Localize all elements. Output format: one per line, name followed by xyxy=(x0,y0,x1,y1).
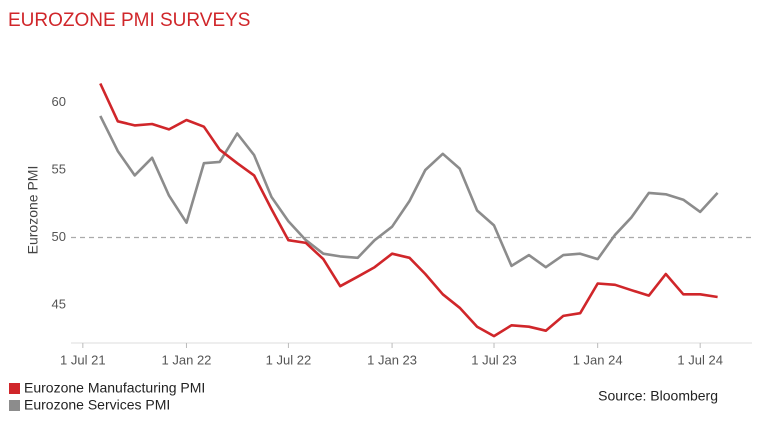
legend-label: Eurozone Services PMI xyxy=(24,397,170,413)
y-tick-label: 50 xyxy=(52,229,66,244)
x-tick-label: 1 Jul 24 xyxy=(677,352,723,367)
x-tick-label: 1 Jan 22 xyxy=(162,352,212,367)
y-tick-label: 60 xyxy=(52,94,66,109)
chart-title: EUROZONE PMI SURVEYS xyxy=(8,10,250,31)
x-tick-label: 1 Jul 21 xyxy=(60,352,106,367)
x-tick-label: 1 Jan 23 xyxy=(367,352,417,367)
series-line xyxy=(99,115,719,269)
x-tick-label: 1 Jan 24 xyxy=(573,352,623,367)
legend-swatch xyxy=(9,400,20,411)
source: Source: Bloomberg xyxy=(598,388,718,404)
legend-swatch xyxy=(9,383,20,394)
x-tick-label: 1 Jul 22 xyxy=(266,352,312,367)
x-tick-label: 1 Jul 23 xyxy=(471,352,517,367)
y-tick-label: 45 xyxy=(52,297,66,312)
legend-label: Eurozone Manufacturing PMI xyxy=(24,380,205,396)
series-line xyxy=(99,82,718,338)
y-axis-label: Eurozone PMI xyxy=(25,166,41,255)
y-tick-label: 55 xyxy=(52,161,66,176)
